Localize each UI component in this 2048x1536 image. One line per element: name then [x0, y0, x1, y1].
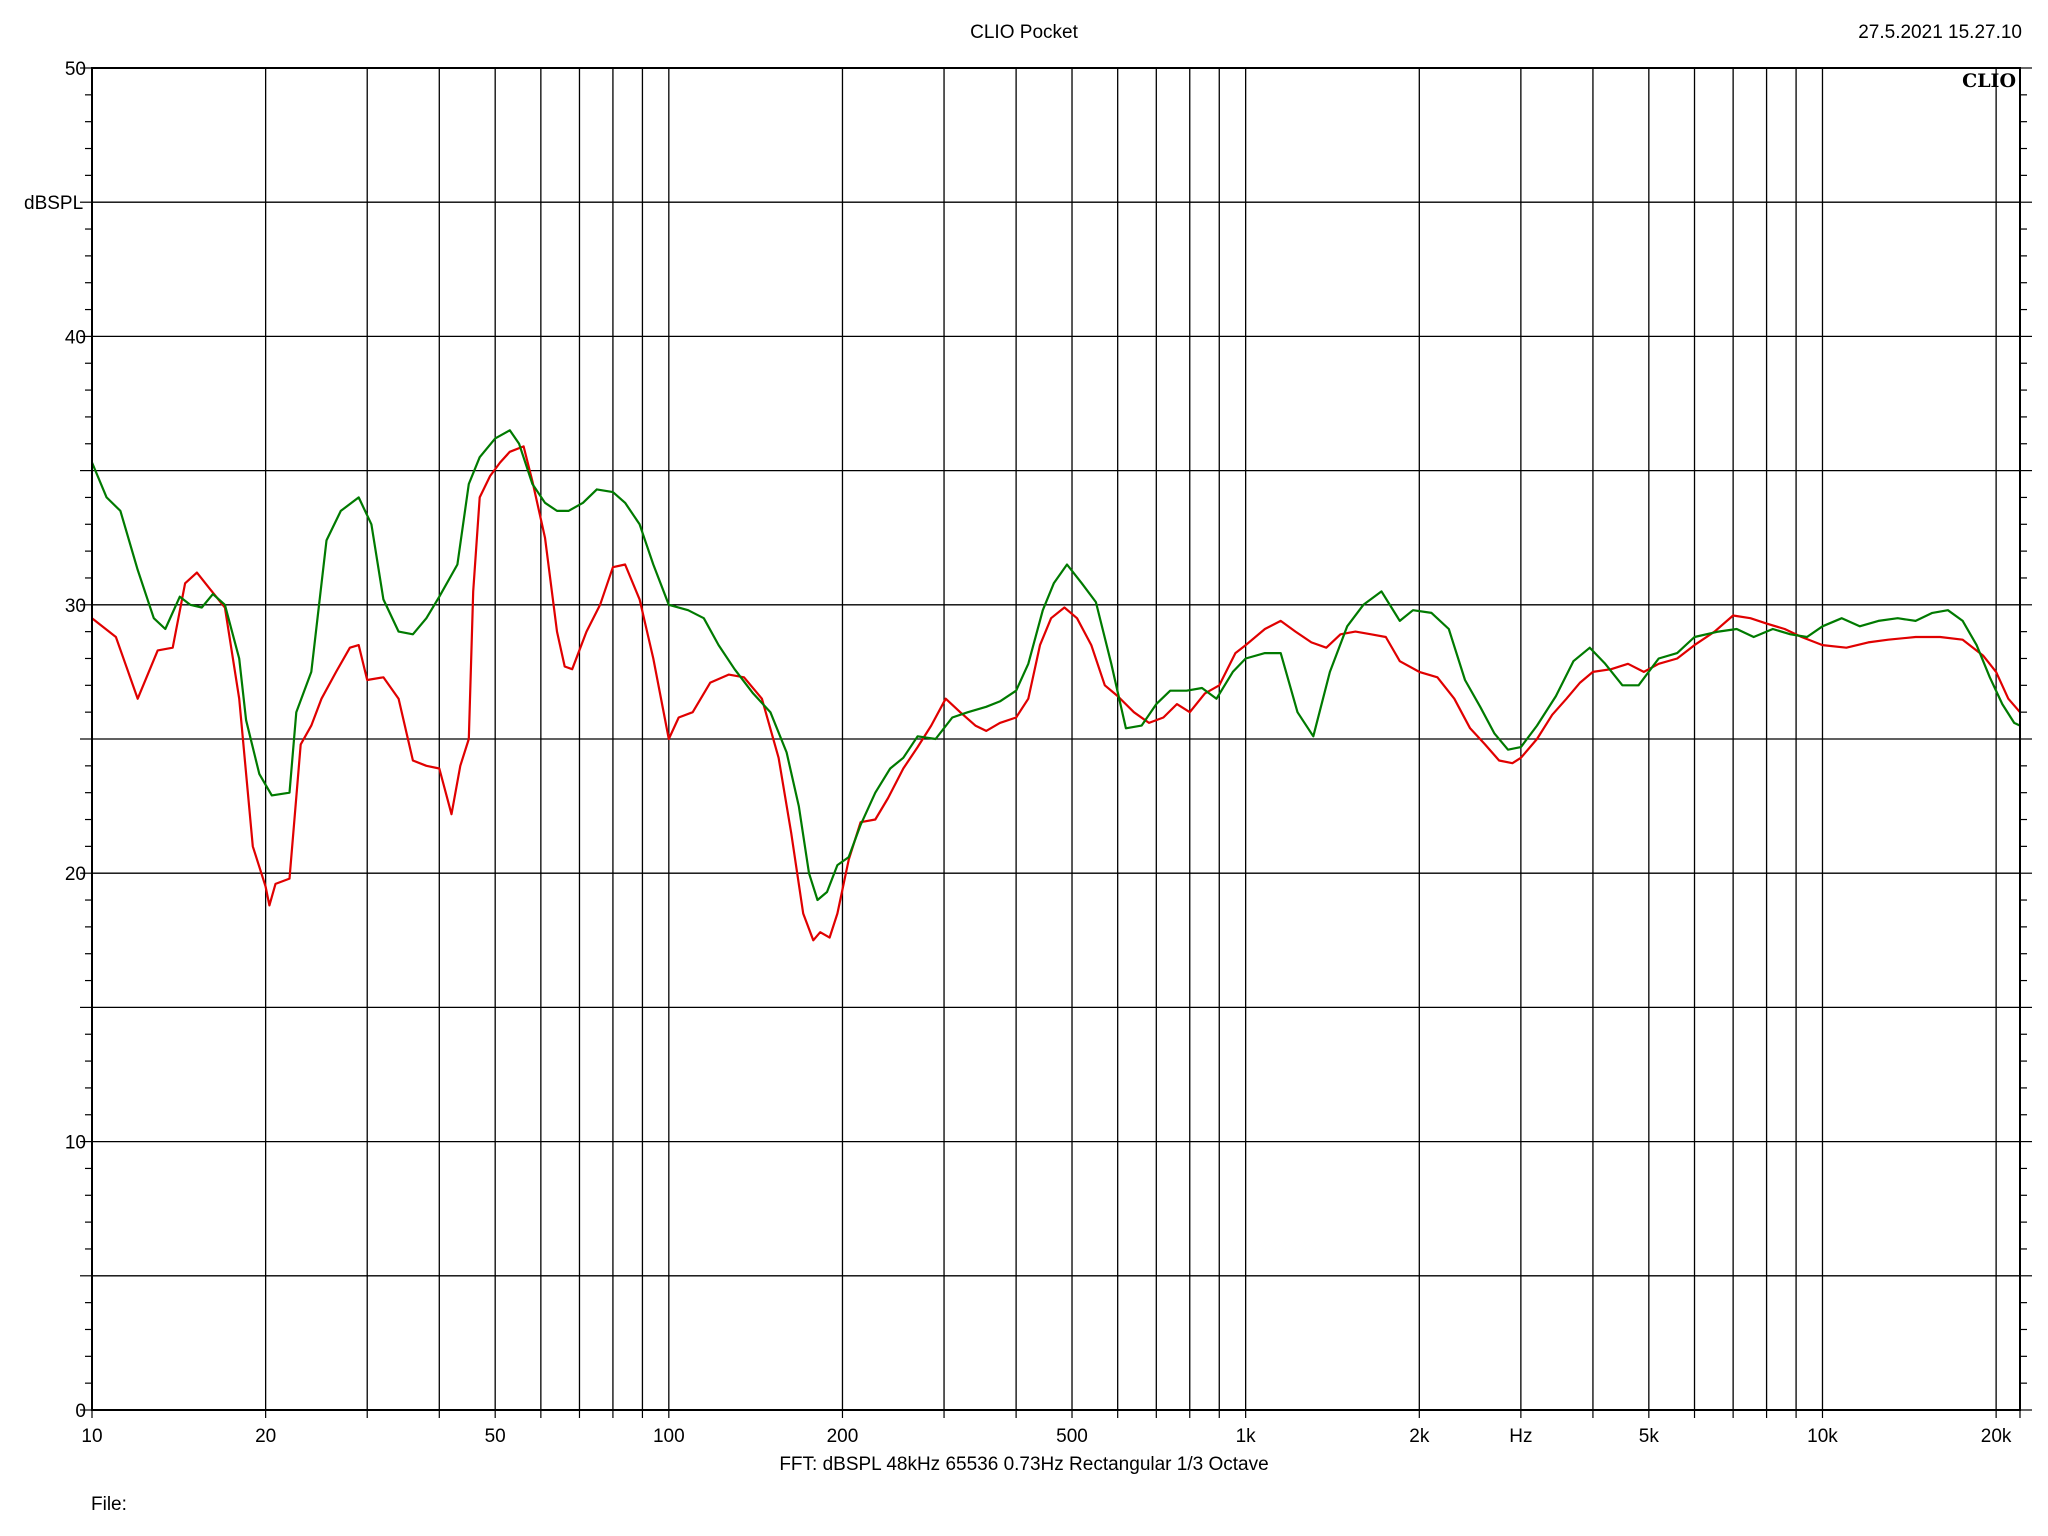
y-axis-label: dBSPL: [24, 193, 83, 214]
x-tick-label: 200: [827, 1426, 859, 1447]
x-tick-label: 10: [81, 1426, 102, 1447]
series-green-line: [90, 429, 2021, 902]
x-axis-unit-label: Hz: [1509, 1426, 1532, 1447]
x-tick-label: 5k: [1639, 1426, 1660, 1447]
chart-title: CLIO Pocket: [970, 22, 1078, 43]
file-label: File:: [91, 1494, 127, 1515]
timestamp: 27.5.2021 15.27.10: [1858, 22, 2022, 43]
y-tick-label: 50: [65, 59, 86, 80]
x-tick-label: 100: [653, 1426, 685, 1447]
y-tick-label: 10: [65, 1133, 86, 1154]
series-lines: [90, 429, 2021, 942]
x-tick-label: 50: [485, 1426, 506, 1447]
y-tick-label: 20: [65, 864, 86, 885]
x-tick-label: 2k: [1409, 1426, 1430, 1447]
gridlines: [91, 67, 2021, 1411]
footer-settings: FFT: dBSPL 48kHz 65536 0.73Hz Rectangula…: [779, 1454, 1269, 1475]
x-axis-ticks: 10 20 50 100 200 500 1k 2k 5k 10k 20k: [81, 1410, 2021, 1447]
y-tick-label: 30: [65, 596, 86, 617]
x-tick-label: 500: [1056, 1426, 1088, 1447]
clio-logo: CLIO: [1962, 70, 2016, 92]
x-tick-label: 10k: [1807, 1426, 1838, 1447]
y-tick-label: 0: [75, 1401, 86, 1422]
x-tick-label: 20k: [1981, 1426, 2012, 1447]
x-tick-label: 1k: [1236, 1426, 1257, 1447]
y-tick-label: 40: [65, 327, 86, 348]
series-red-line: [91, 445, 2021, 942]
x-tick-label: 20: [255, 1426, 276, 1447]
y-axis-ticks: 0 10 20 30 40 50: [65, 59, 2032, 1422]
